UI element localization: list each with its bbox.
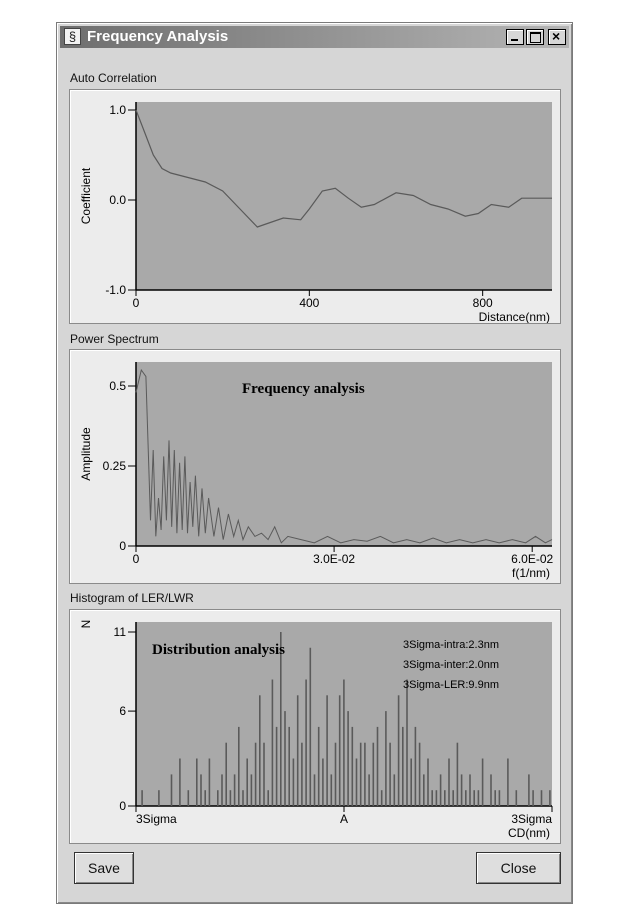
x-tick-label: 3.0E-02 — [313, 552, 355, 566]
power-spectrum-chart: 0.5 0.25 0 Amplitude f(1/nm) 0 3.0E-02 6.0E-02 F… — [79, 362, 554, 580]
x-tick-label: A — [340, 812, 348, 826]
y-tick-label: 11 — [114, 625, 127, 639]
y-axis-label: N — [79, 620, 93, 629]
x-tick-label: 3Sigma — [136, 812, 177, 826]
plot-area — [136, 102, 552, 290]
distribution-analysis-annotation: Distribution analysis — [152, 642, 285, 658]
power-spectrum-series-line — [135, 368, 553, 544]
y-axis-label: Coefficient — [79, 167, 93, 224]
plot-area — [136, 362, 552, 546]
close-window-button[interactable]: × — [548, 28, 566, 45]
close-button[interactable]: Close — [476, 852, 561, 884]
y-tick-label: 0 — [119, 799, 126, 813]
minimize-icon — [511, 39, 518, 41]
window-title: Frequency Analysis — [87, 28, 229, 45]
x-tick-label: 400 — [299, 296, 319, 310]
frequency-analysis-annotation: Frequency analysis — [242, 381, 365, 397]
y-tick-label: 0.25 — [103, 459, 127, 473]
autocorrelation-label: Auto Correlation — [70, 71, 157, 85]
close-icon: × — [552, 28, 561, 44]
y-tick-label: 0.0 — [109, 193, 126, 207]
histogram-label: Histogram of LER/LWR — [70, 591, 194, 605]
y-tick-label: 0 — [119, 539, 126, 553]
stat-label: 3Sigma-intra:2.3nm — [403, 639, 499, 651]
maximize-icon — [530, 32, 541, 43]
minimize-button[interactable] — [506, 29, 524, 45]
y-tick-label: -1.0 — [105, 283, 126, 297]
x-axis-label: f(1/nm) — [512, 566, 550, 580]
frequency-analysis-window: § Frequency Analysis × Auto Correlation … — [56, 22, 573, 904]
stat-label: 3Sigma-LER:9.9nm — [403, 679, 499, 691]
save-button[interactable]: Save — [74, 852, 134, 884]
x-tick-label: 0 — [133, 552, 140, 566]
x-tick-label: 3Sigma — [511, 812, 552, 826]
title-bar[interactable]: § Frequency Analysis × — [60, 26, 569, 48]
x-tick-label: 6.0E-02 — [511, 552, 553, 566]
app-icon: § — [64, 28, 81, 45]
y-tick-label: 0.5 — [109, 379, 126, 393]
y-tick-label: 1.0 — [109, 103, 126, 117]
autocorrelation-chart: 1.0 0.0 -1.0 Coefficient Distance(nm) 0 400 800 — [79, 102, 552, 323]
power-spectrum-label: Power Spectrum — [70, 332, 159, 346]
x-tick-label: 0 — [133, 296, 140, 310]
stat-label: 3Sigma-inter:2.0nm — [403, 659, 499, 671]
histogram-panel: 11 6 0 N CD(nm) 3Sigma A 3Sigma Distribution ana… — [69, 609, 561, 844]
x-tick-label: 800 — [473, 296, 493, 310]
y-tick-label: 6 — [119, 704, 126, 718]
power-spectrum-panel: 0.5 0.25 0 Amplitude f(1/nm) 0 3.0E-02 6.0E-02 F… — [69, 349, 561, 584]
x-axis-label: Distance(nm) — [479, 310, 550, 323]
x-axis-label: CD(nm) — [508, 826, 550, 840]
maximize-button[interactable] — [526, 29, 544, 45]
y-axis-label: Amplitude — [79, 427, 93, 481]
autocorrelation-panel: 1.0 0.0 -1.0 Coefficient Distance(nm) 0 400 800 — [69, 89, 561, 324]
autocorrelation-series-line — [135, 109, 552, 228]
